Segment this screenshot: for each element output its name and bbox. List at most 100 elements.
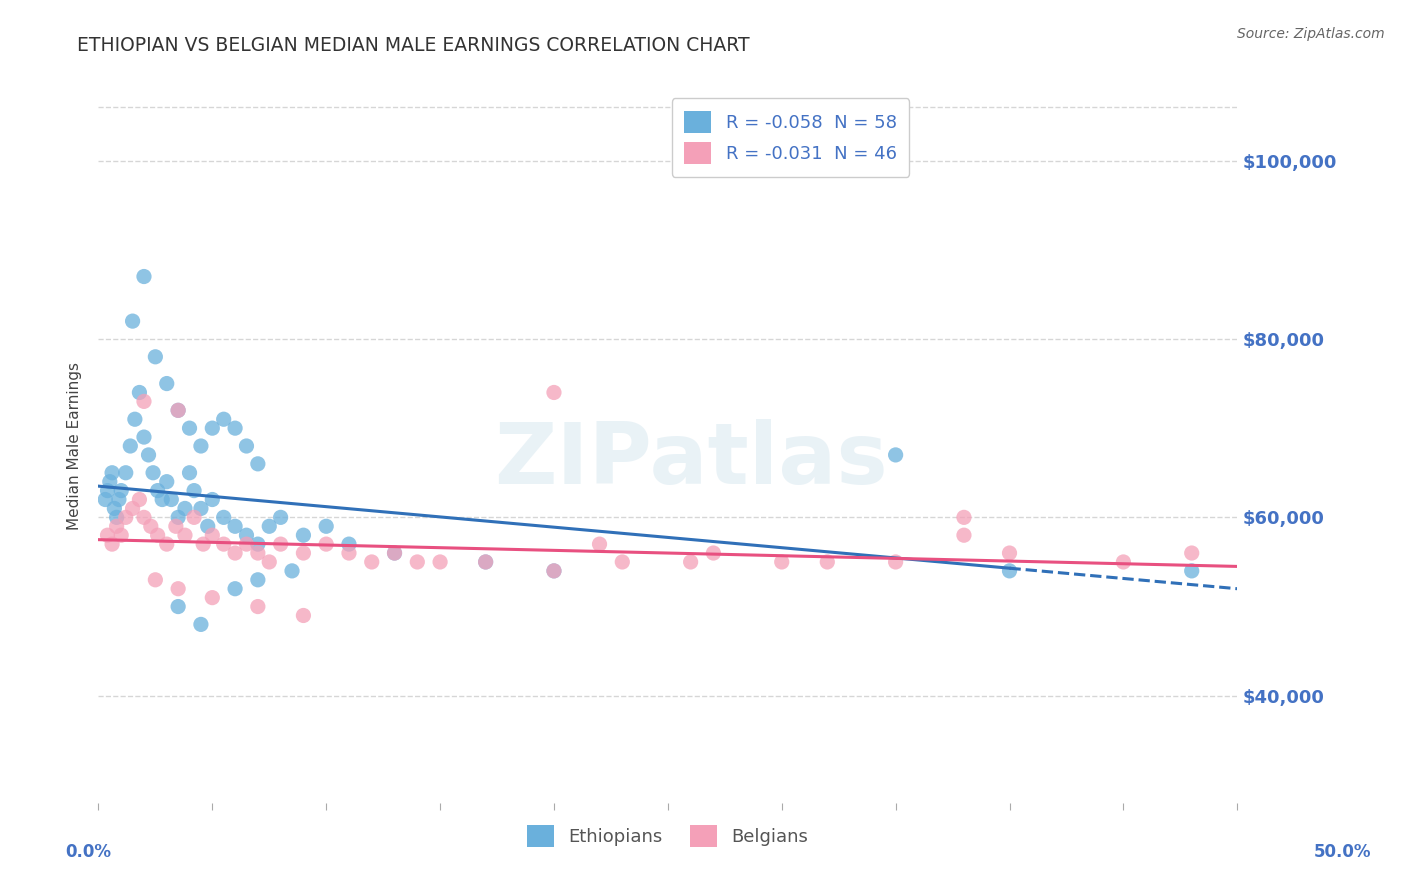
Point bbox=[1112, 555, 1135, 569]
Point bbox=[139, 519, 162, 533]
Point bbox=[101, 537, 124, 551]
Point bbox=[259, 555, 281, 569]
Point bbox=[167, 599, 190, 614]
Point bbox=[103, 501, 125, 516]
Point bbox=[190, 617, 212, 632]
Point bbox=[138, 448, 160, 462]
Point bbox=[235, 528, 257, 542]
Point bbox=[224, 519, 246, 533]
Point bbox=[197, 519, 219, 533]
Point bbox=[201, 492, 224, 507]
Point bbox=[281, 564, 304, 578]
Point bbox=[114, 510, 136, 524]
Point bbox=[315, 537, 337, 551]
Point bbox=[167, 510, 190, 524]
Y-axis label: Median Male Earnings: Median Male Earnings bbox=[67, 362, 83, 530]
Point bbox=[132, 394, 155, 409]
Point bbox=[132, 510, 155, 524]
Point bbox=[179, 421, 201, 435]
Text: Source: ZipAtlas.com: Source: ZipAtlas.com bbox=[1237, 27, 1385, 41]
Point bbox=[167, 582, 190, 596]
Point bbox=[588, 537, 610, 551]
Point bbox=[96, 483, 118, 498]
Point bbox=[235, 537, 257, 551]
Point bbox=[1181, 546, 1204, 560]
Point bbox=[953, 510, 976, 524]
Point bbox=[246, 546, 269, 560]
Point bbox=[1181, 564, 1204, 578]
Point bbox=[543, 564, 565, 578]
Point bbox=[110, 528, 132, 542]
Legend: Ethiopians, Belgians: Ethiopians, Belgians bbox=[520, 818, 815, 855]
Point bbox=[110, 483, 132, 498]
Point bbox=[474, 555, 496, 569]
Point bbox=[101, 466, 124, 480]
Point bbox=[246, 457, 269, 471]
Point bbox=[190, 439, 212, 453]
Point bbox=[156, 376, 179, 391]
Point bbox=[190, 501, 212, 516]
Text: 50.0%: 50.0% bbox=[1315, 843, 1371, 861]
Point bbox=[145, 350, 167, 364]
Point bbox=[124, 412, 146, 426]
Point bbox=[246, 599, 269, 614]
Point bbox=[292, 528, 315, 542]
Point bbox=[156, 475, 179, 489]
Point bbox=[183, 483, 205, 498]
Point bbox=[224, 421, 246, 435]
Point bbox=[167, 403, 190, 417]
Point bbox=[246, 573, 269, 587]
Point bbox=[224, 582, 246, 596]
Point bbox=[315, 519, 337, 533]
Text: ZIPatlas: ZIPatlas bbox=[494, 418, 887, 502]
Point bbox=[384, 546, 406, 560]
Point bbox=[174, 501, 197, 516]
Point bbox=[474, 555, 496, 569]
Point bbox=[179, 466, 201, 480]
Point bbox=[156, 537, 179, 551]
Point bbox=[259, 519, 281, 533]
Point bbox=[132, 430, 155, 444]
Point bbox=[953, 528, 976, 542]
Point bbox=[146, 483, 169, 498]
Point bbox=[145, 573, 167, 587]
Point bbox=[270, 537, 292, 551]
Point bbox=[105, 510, 128, 524]
Point bbox=[815, 555, 838, 569]
Point bbox=[165, 519, 187, 533]
Point bbox=[160, 492, 183, 507]
Point bbox=[224, 546, 246, 560]
Text: 0.0%: 0.0% bbox=[66, 843, 111, 861]
Point bbox=[212, 510, 235, 524]
Point bbox=[201, 591, 224, 605]
Text: ETHIOPIAN VS BELGIAN MEDIAN MALE EARNINGS CORRELATION CHART: ETHIOPIAN VS BELGIAN MEDIAN MALE EARNING… bbox=[77, 36, 749, 54]
Point bbox=[292, 608, 315, 623]
Point bbox=[128, 385, 150, 400]
Point bbox=[212, 537, 235, 551]
Point bbox=[201, 528, 224, 542]
Point bbox=[235, 439, 257, 453]
Point bbox=[108, 492, 131, 507]
Point bbox=[702, 546, 724, 560]
Point bbox=[121, 501, 143, 516]
Point bbox=[543, 564, 565, 578]
Point bbox=[128, 492, 150, 507]
Point bbox=[360, 555, 382, 569]
Point bbox=[884, 448, 907, 462]
Point bbox=[612, 555, 634, 569]
Point bbox=[884, 555, 907, 569]
Point bbox=[132, 269, 155, 284]
Point bbox=[121, 314, 143, 328]
Point bbox=[174, 528, 197, 542]
Point bbox=[98, 475, 121, 489]
Point bbox=[142, 466, 165, 480]
Point bbox=[429, 555, 451, 569]
Point bbox=[120, 439, 142, 453]
Point bbox=[998, 564, 1021, 578]
Point bbox=[105, 519, 128, 533]
Point bbox=[270, 510, 292, 524]
Point bbox=[337, 546, 360, 560]
Point bbox=[114, 466, 136, 480]
Point bbox=[292, 546, 315, 560]
Point bbox=[146, 528, 169, 542]
